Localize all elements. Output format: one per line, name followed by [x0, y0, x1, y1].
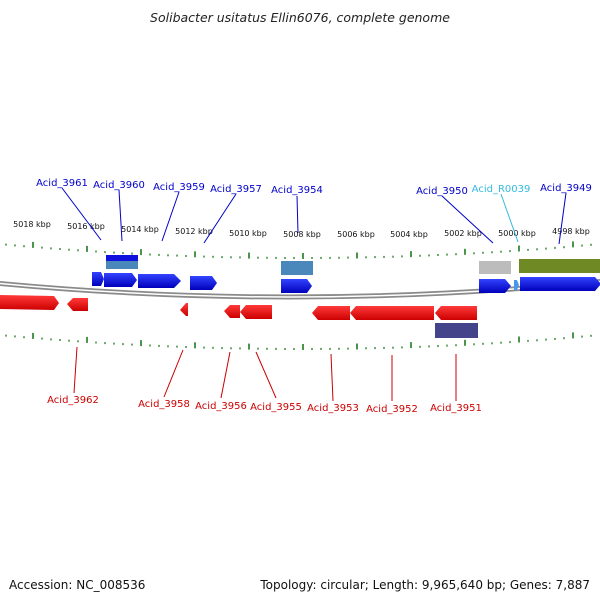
genome-backbone	[0, 278, 600, 300]
cds-forward-arrow[interactable]	[514, 280, 519, 290]
gene-label-forward[interactable]: Acid_3961	[36, 178, 88, 189]
cds-forward-arrow[interactable]	[138, 274, 181, 288]
scale-label: 5014 kbp	[121, 225, 159, 234]
scale-label: 4998 kbp	[552, 227, 590, 236]
gene-block[interactable]	[281, 261, 313, 275]
gene-label-reverse[interactable]: Acid_3958	[138, 399, 190, 410]
cds-forward-arrow[interactable]	[479, 279, 511, 293]
gene-label-reverse[interactable]: Acid_3953	[307, 403, 359, 414]
gene-label-forward[interactable]: Acid_3959	[153, 182, 205, 193]
scale-label: 5018 kbp	[13, 220, 51, 229]
gene-label-reverse[interactable]: Acid_3962	[47, 395, 99, 406]
cds-reverse-arrow[interactable]	[224, 305, 240, 318]
genome-summary-text: Topology: circular; Length: 9,965,640 bp…	[260, 578, 590, 592]
accession-text: Accession: NC_008536	[9, 578, 146, 592]
scale-labels: 5018 kbp 5016 kbp 5014 kbp 5012 kbp 5010…	[13, 220, 590, 239]
repeat-block[interactable]	[519, 259, 600, 273]
cds-forward-arrow[interactable]	[520, 277, 600, 291]
gene-label-forward[interactable]: Acid_R0039	[472, 184, 531, 195]
misc-block[interactable]	[435, 323, 478, 338]
gene-label-forward[interactable]: Acid_3960	[93, 180, 145, 191]
scale-label: 5004 kbp	[390, 230, 428, 239]
cds-reverse-arrow[interactable]	[435, 306, 477, 320]
gene-label-forward[interactable]: Acid_3954	[271, 185, 323, 196]
scale-label: 5012 kbp	[175, 227, 213, 236]
scale-ticks-top	[5, 241, 592, 259]
cds-forward-arrow[interactable]	[104, 273, 137, 287]
gene-label-reverse[interactable]: Acid_3955	[250, 402, 302, 413]
gene-label-forward[interactable]: Acid_3950	[416, 186, 468, 197]
gene-label-forward[interactable]: Acid_3957	[210, 184, 262, 195]
rna-block[interactable]	[479, 261, 511, 274]
cds-reverse-arrow[interactable]	[240, 305, 272, 319]
scale-ticks-bottom	[5, 332, 592, 350]
cds-reverse-arrow[interactable]	[67, 298, 88, 311]
gene-label-reverse[interactable]: Acid_3956	[195, 401, 247, 412]
reverse-labels: Acid_3962 Acid_3958 Acid_3956 Acid_3955 …	[47, 395, 482, 415]
scale-label: 5006 kbp	[337, 230, 375, 239]
gene-label-forward[interactable]: Acid_3949	[540, 183, 592, 194]
gene-label-reverse[interactable]: Acid_3951	[430, 403, 482, 414]
gene-label-reverse[interactable]: Acid_3952	[366, 404, 418, 415]
map-title: Solibacter usitatus Ellin6076, complete …	[150, 10, 450, 25]
scale-label: 5008 kbp	[283, 230, 321, 239]
cds-reverse-arrow[interactable]	[312, 306, 350, 320]
scale-label: 5000 kbp	[498, 229, 536, 238]
forward-features	[92, 255, 600, 293]
forward-leader-lines	[61, 187, 567, 245]
cds-forward-arrow[interactable]	[281, 279, 312, 293]
scale-label: 5010 kbp	[229, 229, 267, 238]
cds-forward-arrow[interactable]	[190, 276, 217, 290]
forward-labels: Acid_3961 Acid_3960 Acid_3959 Acid_3957 …	[36, 178, 592, 197]
cds-reverse-arrow[interactable]	[180, 303, 188, 316]
cds-reverse-arrow[interactable]	[350, 306, 434, 320]
cds-forward-arrow[interactable]	[92, 272, 104, 286]
reverse-leader-lines	[73, 346, 457, 402]
gene-block[interactable]	[106, 255, 138, 261]
scale-label: 5016 kbp	[67, 222, 105, 231]
scale-label: 5002 kbp	[444, 229, 482, 238]
cds-reverse-arrow[interactable]	[0, 295, 59, 310]
reverse-features	[0, 295, 478, 338]
